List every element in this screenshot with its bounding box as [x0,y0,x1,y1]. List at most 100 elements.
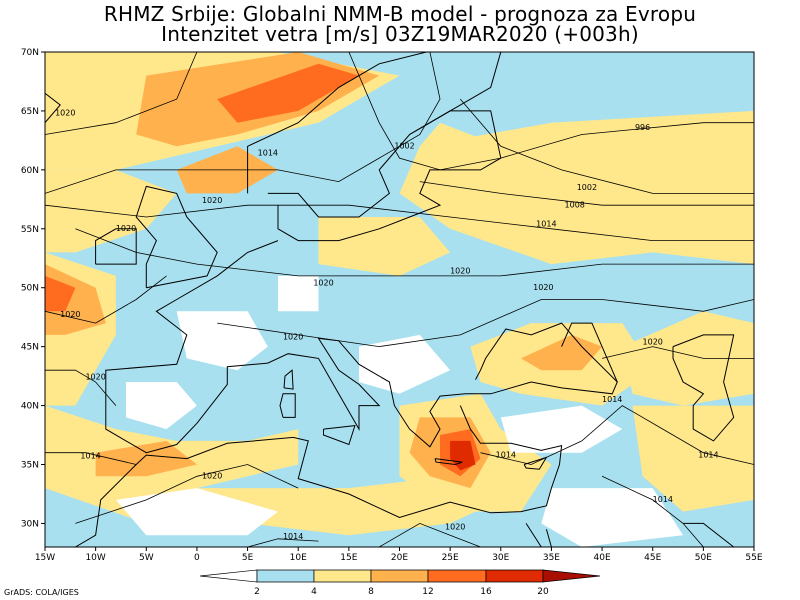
coast-uk [135,185,218,289]
isobar-label: 1020 [202,196,222,205]
isobar-line [601,475,704,547]
lon-tick-label: 5E [242,553,254,563]
isobar-label: 1014 [496,450,516,459]
wind-zone-atlantic-north [45,169,177,253]
lon-tick-label: 20E [391,553,408,563]
lon-tick-label: 50E [695,553,712,563]
isobar-line [45,275,167,324]
isobar-label: 1020 [313,278,333,287]
isobar-labels: 1020 1014 1002 996 1020 1002 1008 1014 1020 1020 1… [55,109,719,541]
lon-tick-label: 10W [85,553,105,563]
colorbar-segment [313,569,372,583]
colorbar-segment [485,569,544,583]
isobar-line [75,228,754,277]
lat-tick-label: 30N [21,519,39,529]
wind-zone-finland [419,122,501,170]
lat-tick-label: 50N [21,284,39,294]
lon-tick-label: 45E [644,553,661,563]
lon-tick-label: 25E [442,553,459,563]
coast-west-europe [105,240,618,454]
coast-black-sea-north [561,322,618,383]
colorbar-segment [199,569,258,583]
lat-tick-label: 65N [21,107,39,117]
calm-zone-iberia [126,382,197,430]
isobar-label: 1002 [577,183,597,192]
coast-iceland-stub [45,92,61,124]
wind-zone-biscay-core [45,275,76,312]
isobar-label: 1020 [202,472,222,481]
isobar-label: 1020 [643,337,663,346]
isobar-label: 1014 [536,219,556,228]
lon-tick-label: 15E [340,553,357,563]
isobar-line [217,299,754,348]
isobar-line [459,98,754,194]
isobar-label: 1020 [450,267,470,276]
coast-sicily [323,425,356,446]
lat-tick-label: 40N [21,402,39,412]
isobar-line [480,405,754,465]
coast-persian-gulf [683,522,735,547]
colorbar-label: 20 [537,587,549,597]
coast-crete [434,458,463,466]
calm-zone-north-africa [115,488,279,536]
isobar-label: 996 [635,123,650,132]
isobar-label: 1020 [116,224,136,233]
lat-tick-label: 55N [21,225,39,235]
credit-text: GrADS: COLA/IGES [4,588,79,597]
colorbar-segment [256,569,315,583]
isobar-line [419,181,754,206]
isobar-label: 1014 [698,450,718,459]
isobar-line [45,452,137,465]
coast-scandinavia [247,52,502,218]
calm-zone-arabia [541,488,684,547]
coast-ireland [95,228,137,265]
lat-tick-label: 35N [21,461,39,471]
coast-corsica [283,369,294,390]
isobar-line [348,52,754,171]
isobar-line [378,522,481,547]
colorbar-label: 2 [254,587,260,597]
isobar-line [75,464,299,524]
isobar-line [45,52,441,194]
isobar-line [45,369,117,406]
calm-zone-france [176,311,268,371]
isobar-label: 1014 [602,395,622,404]
isobar-label: 1020 [55,109,75,118]
lat-tick-label: 60N [21,166,39,176]
wind-zone-black-sea-east [521,334,603,371]
lon-tick-label: 55E [745,553,762,563]
isobar-label: 1014 [653,495,673,504]
colorbar-label: 8 [368,587,374,597]
calm-zone-balkans [359,334,451,394]
isobar-label: 1002 [394,142,414,151]
coast-turkey-south [75,405,563,547]
coast-italy-islands [279,393,296,418]
wind-zone-iran [632,405,754,512]
wind-zone-norway-core [217,63,359,123]
isobar-line [45,52,198,135]
lon-tick-label: 35E [543,553,560,563]
coast-finland-baltic [277,110,502,242]
longitude-ticks: 15W 10W 5W 0 5E 10E 15E 20E 25E 30E 35E 40E 45E 50E 55… [35,547,763,563]
isobar-line [602,346,754,359]
isobar-label: 1020 [533,283,553,292]
isobar-label: 1020 [445,522,465,531]
isobar-label: 1014 [283,532,303,541]
colorbar: 2 4 8 12 16 20 [199,569,601,597]
colorbar-segment [542,569,601,583]
lon-tick-label: 40E [594,553,611,563]
map-subtitle: Intenzitet vetra [m/s] 03Z19MAR2020 (+00… [161,22,639,46]
map-title: RHMZ Srbije: Globalni NMM-B model - prog… [103,2,697,26]
lon-tick-label: 5W [139,553,154,563]
wind-zone-gibraltar [95,440,197,477]
coast-caspian [672,334,735,442]
lat-tick-label: 45N [21,343,39,353]
coast-red-sea [525,523,552,547]
wind-zone-central-europe [318,217,451,276]
colorbar-label: 4 [311,587,317,597]
isobar-label: 1014 [80,452,100,461]
isobar-label: 1020 [60,310,80,319]
wind-zone-aegean-gale [450,440,476,471]
colorbar-segment [427,569,487,583]
